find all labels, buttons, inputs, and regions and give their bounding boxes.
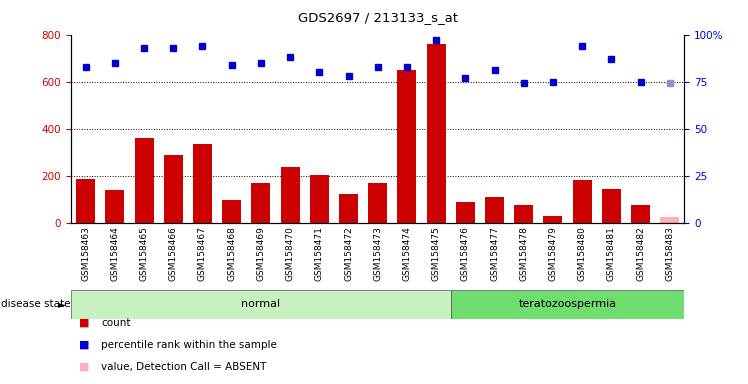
Text: GSM158472: GSM158472 — [344, 226, 353, 281]
Bar — [339, 195, 358, 223]
Text: disease state: disease state — [1, 299, 70, 310]
Text: GSM158481: GSM158481 — [607, 226, 616, 281]
Bar — [310, 174, 329, 223]
Bar — [451, 290, 684, 319]
Text: ■: ■ — [79, 318, 89, 328]
Bar — [426, 44, 446, 223]
Text: GSM158468: GSM158468 — [227, 226, 236, 281]
Bar — [602, 189, 621, 223]
Text: GSM158479: GSM158479 — [548, 226, 557, 281]
Text: percentile rank within the sample: percentile rank within the sample — [101, 340, 277, 350]
Bar — [193, 144, 212, 223]
Text: GSM158471: GSM158471 — [315, 226, 324, 281]
Bar — [105, 190, 124, 223]
Bar — [397, 70, 417, 223]
Bar — [515, 205, 533, 223]
Text: GSM158478: GSM158478 — [519, 226, 528, 281]
Bar — [251, 183, 271, 223]
Text: GSM158470: GSM158470 — [286, 226, 295, 281]
Text: GSM158464: GSM158464 — [111, 226, 120, 281]
Bar — [368, 183, 387, 223]
Text: GSM158467: GSM158467 — [198, 226, 207, 281]
Text: GSM158473: GSM158473 — [373, 226, 382, 281]
Text: ■: ■ — [79, 362, 89, 372]
Text: GSM158482: GSM158482 — [636, 226, 645, 281]
Text: normal: normal — [242, 299, 280, 310]
Text: GSM158480: GSM158480 — [577, 226, 586, 281]
Bar — [76, 179, 95, 223]
Text: GSM158477: GSM158477 — [490, 226, 499, 281]
Text: GSM158469: GSM158469 — [257, 226, 266, 281]
Text: GSM158465: GSM158465 — [140, 226, 149, 281]
Bar — [631, 205, 650, 223]
Bar — [71, 290, 451, 319]
Bar — [456, 202, 475, 223]
Text: GSM158483: GSM158483 — [665, 226, 674, 281]
Bar — [485, 197, 504, 223]
Text: GSM158475: GSM158475 — [432, 226, 441, 281]
Text: GSM158463: GSM158463 — [82, 226, 91, 281]
Bar — [544, 216, 562, 223]
Text: ►: ► — [58, 299, 66, 310]
Text: value, Detection Call = ABSENT: value, Detection Call = ABSENT — [101, 362, 266, 372]
Bar — [222, 200, 241, 223]
Bar — [164, 154, 183, 223]
Text: teratozoospermia: teratozoospermia — [518, 299, 616, 310]
Bar — [660, 217, 679, 223]
Bar — [280, 167, 300, 223]
Text: ■: ■ — [79, 340, 89, 350]
Text: GSM158466: GSM158466 — [169, 226, 178, 281]
Bar — [135, 138, 153, 223]
Bar — [573, 180, 592, 223]
Text: GSM158476: GSM158476 — [461, 226, 470, 281]
Text: GSM158474: GSM158474 — [402, 226, 411, 281]
Text: GDS2697 / 213133_s_at: GDS2697 / 213133_s_at — [298, 12, 458, 25]
Text: count: count — [101, 318, 130, 328]
